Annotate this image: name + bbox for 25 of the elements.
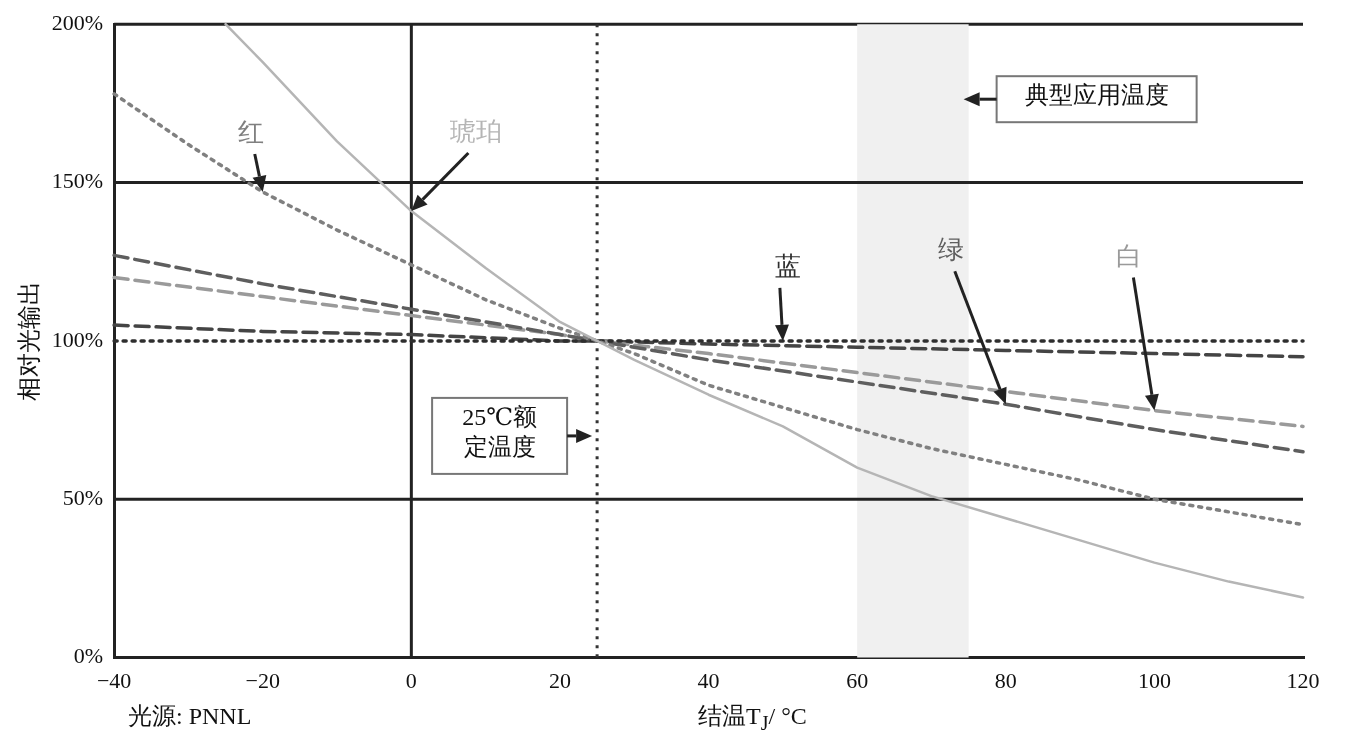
x-tick-label: 40: [697, 667, 720, 693]
x-tick-label: −40: [96, 667, 132, 693]
y-tick-label: 200%: [51, 9, 104, 35]
y-tick-label: 0%: [73, 643, 104, 669]
series-label: 红: [237, 118, 264, 148]
text: 白: [1116, 241, 1143, 271]
x-tick-label: 60: [846, 667, 869, 693]
ref-line-label: 25℃额定温度: [462, 403, 538, 460]
text: 蓝: [774, 251, 801, 281]
y-tick-label: 150%: [51, 168, 104, 194]
x-tick-label: 20: [548, 667, 571, 693]
x-axis-title: 结温T$_{J}$/ °C: [698, 702, 807, 735]
text: 绿: [937, 235, 964, 265]
x-tick-label: 100: [1137, 667, 1171, 693]
band-label: 典型应用温度: [1024, 82, 1169, 109]
x-tick-label: 0: [405, 667, 417, 693]
text: 光源: PNNL: [128, 702, 252, 731]
y-axis-title: 相对光输出: [15, 280, 42, 401]
text: 琥珀: [450, 117, 503, 147]
x-tick-label: 120: [1286, 667, 1320, 693]
x-tick-label: −20: [245, 667, 280, 693]
y-tick-label: 50%: [62, 485, 104, 511]
x-tick-label: 80: [994, 667, 1017, 693]
y-tick-label: 100%: [51, 326, 104, 352]
line-series: [112, 323, 1305, 359]
